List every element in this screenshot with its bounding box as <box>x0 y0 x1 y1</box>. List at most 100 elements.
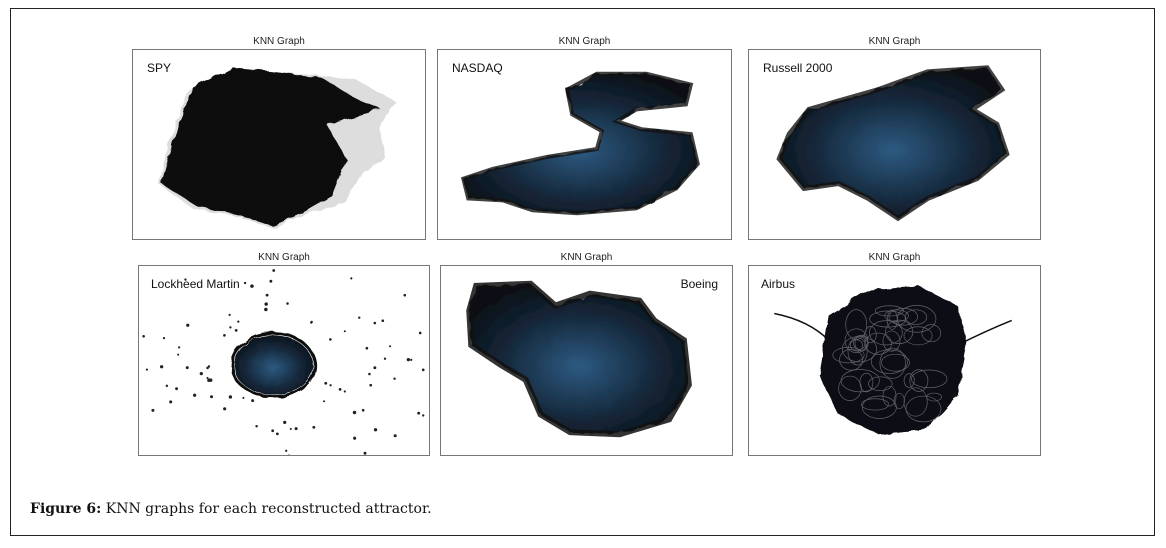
panel-title: KNN Graph <box>868 36 921 47</box>
panel-airbus: KNN Graph Airbus <box>748 252 1041 456</box>
panel-lockheed-martin: KNN Graph Lockheed Martin <box>138 252 430 456</box>
graph-node <box>373 428 378 432</box>
graph-node <box>228 313 231 317</box>
graph-node <box>324 381 328 385</box>
graph-edge-loop <box>840 369 880 393</box>
panel-title: KNN Graph <box>560 252 613 263</box>
graph-edge-loop <box>832 347 865 364</box>
graph-node <box>243 281 247 285</box>
graph-edge-loop <box>882 385 897 407</box>
graph-node <box>323 400 326 403</box>
graph-edge-loop <box>881 353 910 372</box>
graph-node <box>288 454 291 455</box>
graph-node <box>343 330 346 333</box>
graph-edge-loop <box>847 337 868 366</box>
graph-node <box>193 393 197 397</box>
graph-edge-loop <box>839 348 863 371</box>
graph-node <box>142 335 145 338</box>
graph-node <box>177 353 180 356</box>
graph-node <box>237 320 240 323</box>
graph-node <box>338 387 342 391</box>
graph-node <box>350 277 353 280</box>
graph-node <box>251 399 255 403</box>
graph-node <box>352 410 357 415</box>
graph-node <box>285 449 288 452</box>
graph-node <box>165 384 169 388</box>
graph-node <box>373 366 377 370</box>
graph-node <box>208 378 213 382</box>
graph-edge-loop <box>841 336 878 363</box>
graph-edge-loop <box>904 309 928 325</box>
graph-edge-loop <box>870 349 908 374</box>
graph-node <box>421 368 425 372</box>
graph-node <box>383 357 387 360</box>
graph-edge-loop <box>903 373 915 388</box>
graph-node <box>206 366 209 370</box>
graph-node <box>151 408 155 412</box>
graph-edge-loop <box>909 369 929 392</box>
graph-node <box>228 395 233 399</box>
graph-node <box>365 346 369 350</box>
panel-label: Russell 2000 <box>763 61 833 75</box>
graph-node <box>393 434 397 438</box>
graph-node <box>353 436 357 440</box>
graph-node <box>403 293 407 297</box>
graph-edge-loop <box>893 392 905 409</box>
graph-node <box>422 414 425 417</box>
graph-node <box>343 390 346 393</box>
graph-edge-loop <box>838 375 862 401</box>
graph-edge-loop <box>844 328 869 354</box>
graph-edge-loop <box>861 395 897 419</box>
panel-label: Boeing <box>680 277 718 291</box>
graph-node <box>369 383 373 387</box>
panel-boeing: KNN Graph Boeing <box>440 252 733 456</box>
graph-edge-loop <box>845 309 868 340</box>
graph-node <box>417 411 421 415</box>
graph-node <box>312 425 316 429</box>
panel-spy: KNN Graph SPY <box>132 36 426 240</box>
graph-node <box>358 316 361 319</box>
graph-node <box>250 284 254 288</box>
graph-edge-loop <box>903 326 933 346</box>
graph-edge-loop <box>921 324 942 343</box>
graph-node <box>410 358 413 361</box>
graph-node <box>329 384 332 387</box>
graph-edge-loop <box>885 319 914 344</box>
graph-node <box>368 372 371 376</box>
graph-edge-loop <box>905 395 942 423</box>
graph-node <box>169 400 173 404</box>
graph-node <box>269 279 273 283</box>
graph-node <box>310 320 313 324</box>
caption-text: KNN graphs for each reconstructed attrac… <box>101 501 432 517</box>
graph-node <box>363 451 367 455</box>
knn-graph-nasdaq <box>460 71 700 216</box>
knn-graph-airbus <box>774 285 1013 435</box>
graph-edge-loop <box>864 332 892 355</box>
graph-edge-loop <box>884 309 909 322</box>
graph-node <box>393 377 396 380</box>
graph-edge-loop <box>911 369 948 389</box>
graph-node <box>175 387 178 391</box>
graph-node <box>283 420 287 425</box>
graph-node <box>185 366 189 370</box>
graph-node <box>373 321 377 325</box>
panel-label: Lockheed Martin <box>151 277 240 291</box>
graph-node <box>210 395 214 399</box>
graph-edge-loop <box>849 339 863 352</box>
graph-edge-loop <box>926 392 942 402</box>
knn-graph-russell <box>776 65 1010 222</box>
knn-graph-spy <box>158 67 396 229</box>
graph-edge-loop <box>868 320 903 346</box>
graph-node <box>388 345 391 348</box>
graph-node <box>271 429 275 433</box>
knn-graph-boeing <box>466 280 692 438</box>
graph-node <box>289 427 292 431</box>
panel-label: NASDAQ <box>452 61 503 75</box>
graph-node <box>159 365 164 369</box>
graph-node <box>255 425 258 428</box>
graph-edge-loop <box>882 330 901 352</box>
graph-edge-loop <box>854 334 869 352</box>
graph-edge-loop <box>886 309 898 330</box>
graph-node <box>381 319 385 323</box>
panel-label: Airbus <box>761 277 796 291</box>
